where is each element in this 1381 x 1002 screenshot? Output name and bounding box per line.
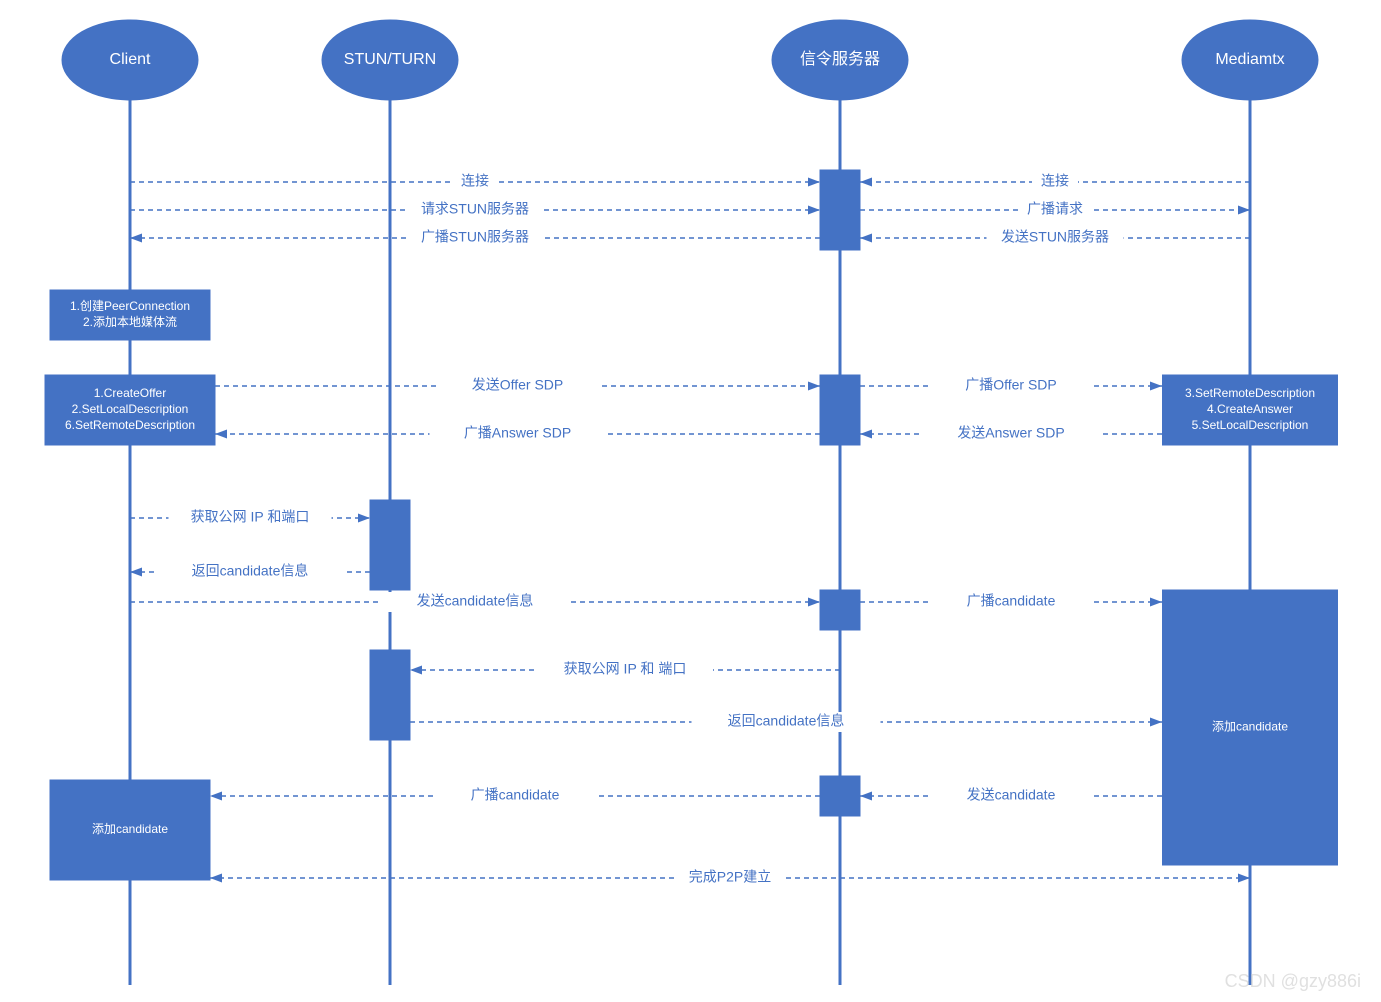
message-label-8: 广播Answer SDP [464,425,571,441]
message-label-16: 广播candidate [471,787,560,803]
message-label-0: 连接 [461,173,489,189]
activation-signal-0 [820,170,860,250]
message-label-15: 返回candidate信息 [728,713,845,729]
message-label-5: 发送STUN服务器 [1001,229,1109,245]
note-text-2-0: 3.SetRemoteDescription [1185,386,1315,400]
message-label-13: 广播candidate [967,593,1056,609]
activation-signal-1 [820,375,860,445]
message-label-11: 返回candidate信息 [192,563,309,579]
activation-signal-5 [820,776,860,816]
message-label-17: 发送candidate [967,787,1056,803]
note-text-0-1: 2.添加本地媒体流 [83,315,177,329]
message-label-14: 获取公网 IP 和 端口 [564,661,687,677]
message-label-2: 请求STUN服务器 [421,201,529,217]
message-label-18: 完成P2P建立 [689,869,771,885]
actor-label-signal: 信令服务器 [800,50,880,68]
activation-stun-4 [370,650,410,740]
message-label-1: 连接 [1041,173,1069,189]
message-label-9: 发送Answer SDP [957,425,1064,441]
actor-label-client: Client [110,51,151,68]
note-text-2-1: 4.CreateAnswer [1207,402,1293,416]
note-text-4-0: 添加candidate [92,822,168,836]
message-label-6: 发送Offer SDP [472,377,564,393]
actor-label-mediamtx: Mediamtx [1215,51,1284,68]
note-text-0-0: 1.创建PeerConnection [70,299,190,313]
note-text-3-0: 添加candidate [1212,720,1288,734]
actor-label-stun: STUN/TURN [344,51,436,68]
message-label-12: 发送candidate信息 [417,593,534,609]
note-text-1-2: 6.SetRemoteDescription [65,418,195,432]
activation-stun-2 [370,500,410,590]
note-text-1-0: 1.CreateOffer [94,386,166,400]
note-text-1-1: 2.SetLocalDescription [72,402,189,416]
note-text-2-2: 5.SetLocalDescription [1192,418,1309,432]
message-label-3: 广播请求 [1027,201,1083,217]
activation-signal-3 [820,590,860,630]
message-label-10: 获取公网 IP 和端口 [191,509,310,525]
watermark: CSDN @gzy886i [1225,971,1361,991]
message-label-4: 广播STUN服务器 [421,229,529,245]
sequence-diagram: Client STUN/TURN 信令服务器 Mediamtx 1.创建PeerConn… [0,0,1381,1002]
message-label-7: 广播Offer SDP [965,377,1057,393]
